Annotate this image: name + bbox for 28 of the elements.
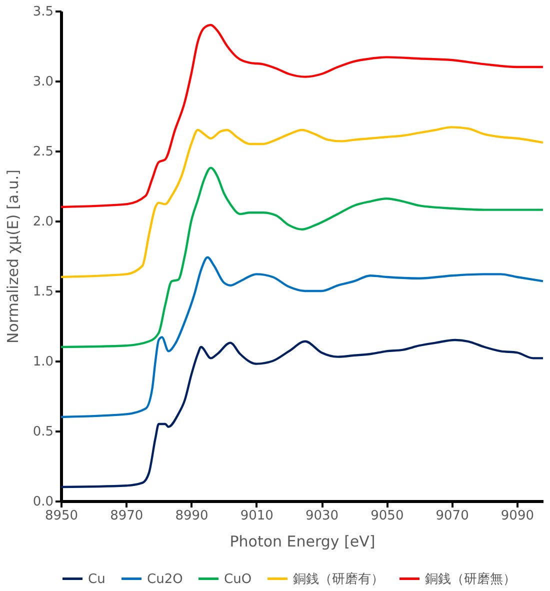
line-series [60,256,544,418]
x-tick-label: 9050 [370,508,404,524]
legend-label: Cu2O [147,572,183,587]
y-tick-label: 2.5 [32,144,54,160]
legend-label: 銅銭（研磨有） [293,572,384,587]
x-tick-label: 9090 [500,508,534,524]
line-series [60,126,544,278]
x-tick-label: 9070 [436,508,469,524]
x-tick-label: 8990 [175,508,208,524]
y-tick-label: 3.0 [32,74,54,90]
x-tick-label: 9030 [305,508,339,524]
legend-label: CuO [224,572,252,587]
legend-label: 銅銭（研磨無） [425,572,516,587]
x-tick-label: 8970 [110,508,144,524]
line-series [60,338,544,488]
legend-label: Cu [88,572,106,587]
y-axis-title: Normalized χμ(E) [a.u.] [4,170,22,344]
x-axis-title: Photon Energy [eV] [230,532,376,550]
x-tick-label: 9010 [240,508,274,524]
line-series [60,24,544,208]
y-tick-label: 0.0 [32,494,54,510]
y-tick-label: 3.5 [32,4,54,20]
y-tick-label: 0.5 [32,424,54,440]
x-tick-label: 8950 [44,508,78,524]
line-series [60,166,544,348]
y-tick-label: 1.0 [32,354,54,370]
y-tick-label: 1.5 [32,284,54,300]
y-tick-label: 2.0 [32,214,54,230]
